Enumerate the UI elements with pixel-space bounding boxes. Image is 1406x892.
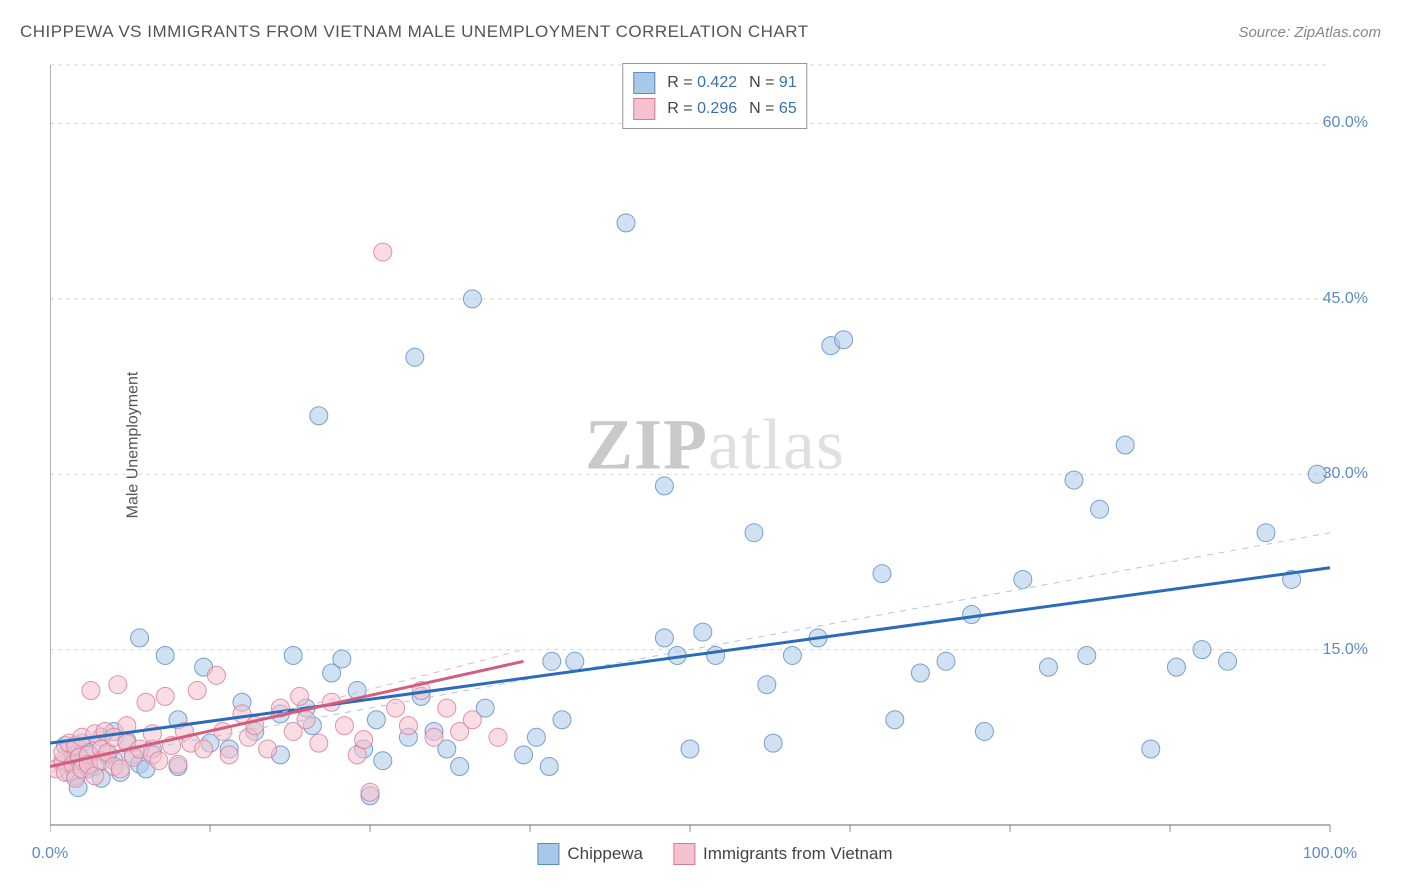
x-tick-label: 0.0% xyxy=(32,845,68,863)
series-legend-item: Immigrants from Vietnam xyxy=(673,843,893,865)
legend-n-label: N = 65 xyxy=(749,100,797,118)
legend-swatch-icon xyxy=(673,843,695,865)
y-tick-label: 15.0% xyxy=(1323,641,1368,659)
legend-row: R = 0.422 N = 91 xyxy=(633,70,796,96)
series-name: Immigrants from Vietnam xyxy=(703,844,893,864)
y-tick-label: 30.0% xyxy=(1323,465,1368,483)
chart-title: CHIPPEWA VS IMMIGRANTS FROM VIETNAM MALE… xyxy=(20,22,809,42)
series-name: Chippewa xyxy=(567,844,643,864)
legend-swatch-icon xyxy=(633,72,655,94)
legend-n-label: N = 91 xyxy=(749,74,797,92)
correlation-legend: R = 0.422 N = 91 R = 0.296 N = 65 xyxy=(622,63,807,129)
legend-swatch-icon xyxy=(633,98,655,120)
chart-container: Male Unemployment ZIPatlas R = 0.422N = … xyxy=(50,55,1380,835)
legend-r-label: R = 0.296 xyxy=(667,100,737,118)
source-attribution: Source: ZipAtlas.com xyxy=(1238,24,1381,41)
series-legend-item: Chippewa xyxy=(537,843,643,865)
legend-row: R = 0.296 N = 65 xyxy=(633,96,796,122)
x-tick-label: 100.0% xyxy=(1303,845,1357,863)
series-legend: Chippewa Immigrants from Vietnam xyxy=(537,843,892,865)
scatter-plot xyxy=(50,55,1380,835)
legend-r-label: R = 0.422 xyxy=(667,74,737,92)
y-tick-label: 60.0% xyxy=(1323,114,1368,132)
legend-swatch-icon xyxy=(537,843,559,865)
y-tick-label: 45.0% xyxy=(1323,290,1368,308)
